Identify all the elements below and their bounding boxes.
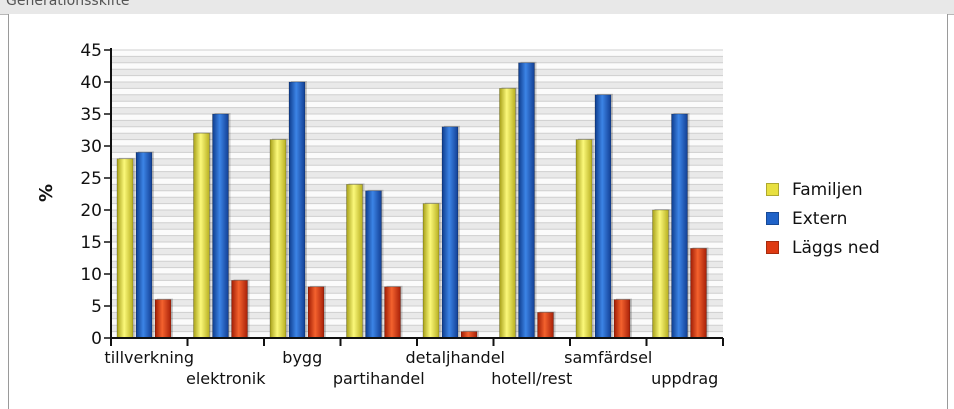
- legend-swatch-familjen: [766, 183, 779, 196]
- y-axis-label: %: [36, 184, 57, 202]
- bar-extern: [594, 94, 612, 339]
- bar-extern: [135, 152, 153, 339]
- bar-familjen: [422, 203, 440, 339]
- y-tick-label: 10: [80, 265, 102, 285]
- bar-laggs-ned: [154, 299, 172, 339]
- grid-band: [111, 94, 723, 102]
- grid-band: [111, 210, 723, 217]
- legend-label-familjen: Familjen: [792, 179, 863, 200]
- x-tick-label: tillverkning: [104, 348, 194, 367]
- bar-laggs-ned: [307, 286, 325, 339]
- x-tick-label: detaljhandel: [406, 348, 506, 367]
- grid-band: [111, 107, 723, 114]
- grid-band: [111, 197, 723, 204]
- bar-laggs-ned: [384, 286, 401, 339]
- bar-familjen: [652, 209, 669, 339]
- bar-laggs-ned: [613, 299, 631, 339]
- y-tick-label: 25: [80, 169, 102, 189]
- y-tick-label: 40: [80, 73, 102, 93]
- grid-band: [111, 69, 723, 76]
- bar-familjen: [193, 132, 210, 339]
- x-tick-label: elektronik: [186, 369, 266, 388]
- y-tick-label: 20: [80, 201, 102, 221]
- legend-item-extern: Extern: [766, 204, 880, 233]
- x-tick-label: uppdrag: [651, 369, 718, 388]
- bar-laggs-ned: [537, 312, 554, 339]
- legend-swatch-extern: [766, 212, 779, 225]
- bar-familjen: [116, 158, 134, 339]
- bar-extern: [671, 113, 688, 339]
- bar-familjen: [499, 88, 516, 339]
- grid-band: [111, 299, 723, 306]
- x-tick-label: partihandel: [333, 369, 425, 388]
- grid-band: [111, 146, 723, 153]
- y-tick-label: 15: [80, 233, 102, 253]
- bar-laggs-ned: [231, 280, 248, 339]
- grid-band: [111, 171, 723, 178]
- legend-swatch-laggs-ned: [766, 241, 779, 254]
- legend-item-familjen: Familjen: [766, 175, 880, 204]
- bar-extern: [212, 113, 229, 339]
- y-tick-label: 0: [91, 329, 102, 349]
- x-tick-label: bygg: [282, 348, 322, 367]
- y-tick-label: 35: [80, 105, 102, 125]
- grid-band: [111, 312, 723, 319]
- bar-familjen: [575, 139, 593, 339]
- window-title: Generationsskifte: [6, 0, 130, 9]
- x-tick-label: hotell/rest: [491, 369, 572, 388]
- grid-band: [111, 184, 723, 191]
- grid-band: [111, 120, 723, 127]
- grid-band: [111, 133, 723, 140]
- grid-band: [111, 274, 723, 281]
- legend: Familjen Extern Läggs ned: [766, 175, 880, 262]
- legend-label-extern: Extern: [792, 208, 848, 229]
- bar-familjen: [269, 139, 287, 339]
- legend-item-laggs-ned: Läggs ned: [766, 233, 880, 262]
- bar-laggs-ned: [690, 248, 707, 339]
- grid-band: [111, 222, 723, 230]
- grid-band: [111, 158, 723, 166]
- bar-extern: [365, 190, 382, 339]
- x-tick-label: samfärdsel: [564, 348, 652, 367]
- legend-label-laggs-ned: Läggs ned: [792, 237, 880, 258]
- y-tick-label: 5: [91, 297, 102, 317]
- grid-band: [111, 235, 723, 242]
- y-tick-label: 30: [80, 137, 102, 157]
- grid-band: [111, 325, 723, 332]
- grid-band: [111, 248, 723, 255]
- grid-band: [111, 82, 723, 89]
- grid-band: [111, 56, 723, 63]
- grid-band: [111, 261, 723, 268]
- bar-extern: [441, 126, 459, 339]
- bar-familjen: [346, 184, 363, 339]
- bar-extern: [288, 81, 306, 339]
- y-tick-label: 45: [80, 41, 102, 61]
- bar-extern: [518, 62, 535, 339]
- grid-band: [111, 286, 723, 294]
